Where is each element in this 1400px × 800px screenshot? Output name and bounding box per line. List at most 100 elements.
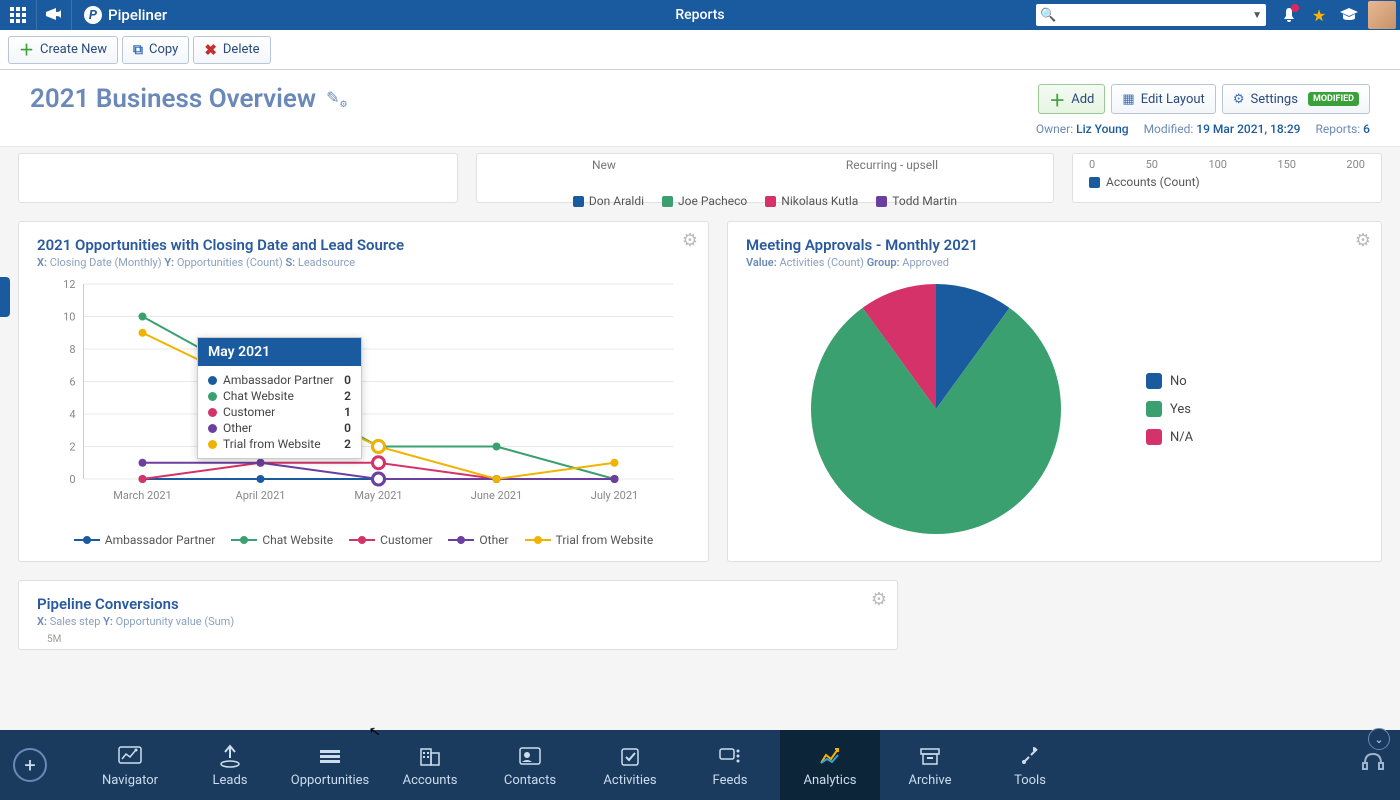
support-icon[interactable] xyxy=(1360,749,1386,781)
nav-tools[interactable]: Tools xyxy=(980,730,1080,800)
global-search[interactable]: 🔍 ▼ xyxy=(1036,4,1266,26)
feeds-icon xyxy=(718,743,742,769)
learn-icon[interactable] xyxy=(1334,0,1364,30)
tools-icon xyxy=(1019,743,1041,769)
nav-collapse-icon[interactable]: ⌄ xyxy=(1368,728,1390,750)
page-title: 2021 Business Overview xyxy=(30,84,316,114)
svg-text:12: 12 xyxy=(63,279,75,291)
nav-analytics[interactable]: Analytics xyxy=(780,730,880,800)
nav-leads[interactable]: Leads xyxy=(180,730,280,800)
quick-add-button[interactable]: + xyxy=(13,748,47,782)
legend-item[interactable]: Yes xyxy=(1146,395,1193,423)
delete-button[interactable]: ✖ Delete xyxy=(193,36,270,64)
svg-text:July 2021: July 2021 xyxy=(591,489,638,502)
cursor-icon: ↖ xyxy=(368,723,382,737)
notifications-icon[interactable] xyxy=(1274,0,1304,30)
svg-text:May 2021: May 2021 xyxy=(354,489,402,502)
brand-name: Pipeliner xyxy=(108,6,167,24)
panel-gear-icon[interactable]: ⚙ xyxy=(1355,230,1371,251)
svg-text:4: 4 xyxy=(69,408,75,421)
nav-accounts[interactable]: Accounts xyxy=(380,730,480,800)
leads-icon xyxy=(219,743,241,769)
brand-logo-icon: P xyxy=(84,6,102,24)
legend-item[interactable]: Ambassador Partner xyxy=(74,533,216,547)
modified-badge: MODIFIED xyxy=(1308,92,1359,106)
panel-cut-right: 050100150200 Accounts (Count) xyxy=(1072,153,1382,203)
svg-text:0: 0 xyxy=(69,473,75,486)
legend-item[interactable]: Customer xyxy=(349,533,432,547)
settings-button[interactable]: ⚙ Settings MODIFIED xyxy=(1222,84,1370,114)
row-3: ⚙ Pipeline Conversions X: Sales step Y: … xyxy=(18,580,1382,650)
svg-text:March 2021: March 2021 xyxy=(113,489,172,502)
legend-item: Joe Pacheco xyxy=(662,194,747,208)
svg-text:10: 10 xyxy=(63,311,75,324)
nav-archive[interactable]: Archive xyxy=(880,730,980,800)
action-toolbar: ＋ Create New ⧉ Copy ✖ Delete xyxy=(0,30,1400,70)
meta-line: Owner: Liz Young Modified: 19 Mar 2021, … xyxy=(1036,122,1370,136)
panel-gear-icon[interactable]: ⚙ xyxy=(871,589,887,610)
nav-navigator[interactable]: Navigator xyxy=(80,730,180,800)
legend-item[interactable]: N/A xyxy=(1146,423,1193,451)
top-header: P Pipeliner Reports 🔍 ▼ ★ xyxy=(0,0,1400,30)
pie-legend: NoYesN/A xyxy=(1146,367,1193,451)
svg-text:June 2021: June 2021 xyxy=(471,489,523,502)
legend-item: Nikolaus Kutla xyxy=(765,194,858,208)
layout-icon: ▦ xyxy=(1122,92,1134,107)
edit-title-icon[interactable]: ✎⚙ xyxy=(326,88,347,110)
title-section: 2021 Business Overview ✎⚙ ＋ Add ▦ Edit L… xyxy=(0,70,1400,147)
cont-icon xyxy=(518,743,542,769)
bottom-nav: ⌄ + NavigatorLeadsOpportunitiesAccountsC… xyxy=(0,730,1400,800)
legend-item: Don Araldi xyxy=(573,194,644,208)
add-button[interactable]: ＋ Add xyxy=(1038,84,1105,114)
legend-item[interactable]: No xyxy=(1146,367,1193,395)
svg-text:6: 6 xyxy=(69,376,75,389)
nav-icon xyxy=(117,743,143,769)
dashboard-content: New Recurring - upsell Don AraldiJoe Pac… xyxy=(0,147,1400,737)
line-chart-panel: ⚙ 2021 Opportunities with Closing Date a… xyxy=(18,221,709,562)
header-page-label: Reports xyxy=(675,7,724,23)
nav-feeds[interactable]: Feeds xyxy=(680,730,780,800)
legend-swatch xyxy=(1089,177,1100,188)
delete-icon: ✖ xyxy=(204,41,217,59)
pie-chart-title: Meeting Approvals - Monthly 2021 xyxy=(746,236,1363,254)
header-right: 🔍 ▼ ★ xyxy=(1036,0,1400,30)
top-panels-row: New Recurring - upsell Don AraldiJoe Pac… xyxy=(18,153,1382,203)
quick-add: + xyxy=(0,748,60,782)
edit-layout-button[interactable]: ▦ Edit Layout xyxy=(1111,84,1215,114)
announcements-icon[interactable] xyxy=(36,0,72,30)
legend-item: Todd Martin xyxy=(876,194,957,208)
chart-tooltip: May 2021 Ambassador Partner0Chat Website… xyxy=(197,337,362,459)
line-chart[interactable]: 024681012March 2021April 2021May 2021Jun… xyxy=(37,279,690,509)
panel-gear-icon[interactable]: ⚙ xyxy=(682,230,698,251)
favorites-icon[interactable]: ★ xyxy=(1304,0,1334,30)
copy-icon: ⧉ xyxy=(133,42,143,58)
nav-activities[interactable]: Activities xyxy=(580,730,680,800)
create-new-button[interactable]: ＋ Create New xyxy=(8,36,118,64)
brand: P Pipeliner xyxy=(72,6,179,24)
search-dropdown-icon[interactable]: ▼ xyxy=(1252,10,1262,21)
pie-chart-panel: ⚙ Meeting Approvals - Monthly 2021 Value… xyxy=(727,221,1382,562)
legend-item[interactable]: Chat Website xyxy=(231,533,333,547)
apps-menu-icon[interactable] xyxy=(0,0,36,30)
svg-text:2: 2 xyxy=(69,441,75,454)
opps-icon xyxy=(318,743,342,769)
anl-icon xyxy=(818,743,842,769)
nav-contacts[interactable]: Contacts xyxy=(480,730,580,800)
legend-item[interactable]: Other xyxy=(448,533,508,547)
copy-button[interactable]: ⧉ Copy xyxy=(122,36,189,64)
tooltip-header: May 2021 xyxy=(198,338,361,366)
arch-icon xyxy=(919,743,941,769)
legend-item[interactable]: Trial from Website xyxy=(525,533,654,547)
panel-cut-left xyxy=(18,153,458,203)
panel-cut-mid: New Recurring - upsell Don AraldiJoe Pac… xyxy=(476,153,1054,203)
search-input[interactable] xyxy=(1056,8,1252,22)
acct-icon xyxy=(418,743,442,769)
nav-opportunities[interactable]: Opportunities xyxy=(280,730,380,800)
pie-chart[interactable] xyxy=(806,279,1066,539)
line-chart-legend: Ambassador Partner Chat Website Customer Ot… xyxy=(37,533,690,547)
line-chart-title: 2021 Opportunities with Closing Date and… xyxy=(37,236,690,254)
main-charts-row: ⚙ 2021 Opportunities with Closing Date a… xyxy=(18,221,1382,562)
user-avatar[interactable] xyxy=(1368,1,1396,29)
sidebar-expand-handle[interactable] xyxy=(0,277,10,317)
search-icon: 🔍 xyxy=(1040,8,1056,23)
